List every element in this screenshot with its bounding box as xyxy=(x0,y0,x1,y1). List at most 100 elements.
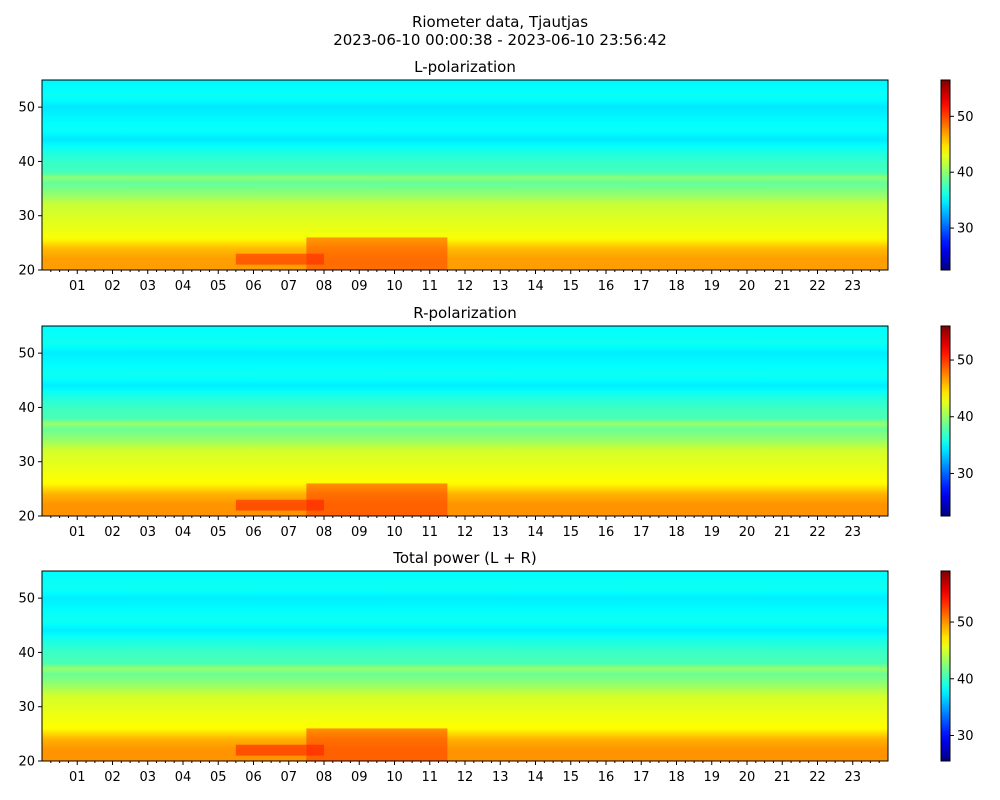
x-tick-label: 05 xyxy=(210,279,227,294)
x-tick-label: 09 xyxy=(351,279,368,294)
x-tick-label: 05 xyxy=(210,770,227,785)
x-tick-label: 12 xyxy=(457,525,474,540)
colorbar xyxy=(940,570,951,762)
figure-title: Riometer data, Tjautjas xyxy=(411,13,589,31)
x-tick-label: 17 xyxy=(633,525,650,540)
x-tick-label: 10 xyxy=(386,770,403,785)
x-tick-label: 19 xyxy=(703,770,720,785)
x-tick-label: 14 xyxy=(527,279,544,294)
x-tick-label: 18 xyxy=(668,770,685,785)
heatmap-enhancement xyxy=(235,499,324,511)
x-tick-label: 22 xyxy=(809,279,826,294)
colorbar-tick-label: 30 xyxy=(957,222,974,237)
colorbar-tick-label: 50 xyxy=(957,616,974,631)
x-tick-label: 01 xyxy=(69,279,86,294)
heatmap-image xyxy=(42,326,888,516)
x-tick-label: 04 xyxy=(175,770,192,785)
x-tick-label: 16 xyxy=(598,770,615,785)
x-tick-label: 02 xyxy=(104,279,121,294)
x-tick-label: 03 xyxy=(139,525,156,540)
colorbar-tick-label: 40 xyxy=(957,672,974,687)
x-tick-label: 18 xyxy=(668,525,685,540)
x-tick-label: 19 xyxy=(703,525,720,540)
x-tick-label: 01 xyxy=(69,525,86,540)
x-tick-label: 18 xyxy=(668,279,685,294)
colorbar-tick-label: 50 xyxy=(957,354,974,369)
x-tick-label: 15 xyxy=(562,525,579,540)
x-tick-label: 21 xyxy=(774,279,791,294)
x-tick-label: 11 xyxy=(421,770,438,785)
x-tick-label: 08 xyxy=(316,279,333,294)
x-tick-label: 08 xyxy=(316,525,333,540)
x-tick-label: 13 xyxy=(492,279,509,294)
x-tick-label: 06 xyxy=(245,770,262,785)
x-tick-label: 16 xyxy=(598,279,615,294)
panel-1: L-polarization 20 30 40 50 01 02 03 04 05 06 07 08 09… xyxy=(18,58,973,294)
colorbar-tick-label: 30 xyxy=(957,467,974,482)
figure-subtitle-time-range: 2023-06-10 00:00:38 - 2023-06-10 23:56:4… xyxy=(333,31,667,49)
x-tick-label: 03 xyxy=(139,770,156,785)
x-tick-label: 23 xyxy=(844,770,861,785)
x-tick-label: 13 xyxy=(492,770,509,785)
colorbar-tick-label: 50 xyxy=(957,110,974,125)
x-tick-label: 15 xyxy=(562,770,579,785)
x-tick-label: 11 xyxy=(421,525,438,540)
panel-3: Total power (L + R) 20 30 40 50 01 02 03 04 05 06 0… xyxy=(18,549,973,785)
y-tick-label: 50 xyxy=(18,347,35,362)
x-tick-label: 17 xyxy=(633,770,650,785)
x-tick-label: 17 xyxy=(633,279,650,294)
x-tick-label: 07 xyxy=(280,525,297,540)
heatmap-enhancement xyxy=(306,483,448,516)
heatmap-enhancement xyxy=(306,237,448,270)
y-tick-label: 20 xyxy=(18,264,35,279)
x-tick-label: 21 xyxy=(774,525,791,540)
heatmap-enhancement xyxy=(235,744,324,756)
colorbar-tick-label: 40 xyxy=(957,166,974,181)
x-tick-label: 07 xyxy=(280,770,297,785)
x-tick-label: 07 xyxy=(280,279,297,294)
x-tick-label: 02 xyxy=(104,525,121,540)
heatmap-image xyxy=(42,571,888,761)
x-tick-label: 06 xyxy=(245,525,262,540)
x-tick-label: 22 xyxy=(809,770,826,785)
y-tick-label: 20 xyxy=(18,755,35,770)
x-tick-label: 09 xyxy=(351,525,368,540)
x-tick-label: 01 xyxy=(69,770,86,785)
x-tick-label: 21 xyxy=(774,770,791,785)
y-tick-label: 30 xyxy=(18,455,35,470)
x-tick-label: 05 xyxy=(210,525,227,540)
x-tick-label: 15 xyxy=(562,279,579,294)
x-tick-label: 02 xyxy=(104,770,121,785)
x-tick-label: 03 xyxy=(139,279,156,294)
y-tick-label: 40 xyxy=(18,401,35,416)
colorbar xyxy=(940,325,951,517)
x-tick-label: 04 xyxy=(175,279,192,294)
x-tick-label: 08 xyxy=(316,770,333,785)
x-tick-label: 14 xyxy=(527,770,544,785)
y-tick-label: 30 xyxy=(18,700,35,715)
panel-title: Total power (L + R) xyxy=(392,549,537,567)
x-tick-label: 13 xyxy=(492,525,509,540)
x-tick-label: 23 xyxy=(844,525,861,540)
heatmap-enhancement xyxy=(235,253,324,265)
colorbar xyxy=(940,79,951,271)
y-tick-label: 40 xyxy=(18,155,35,170)
colorbar-tick-label: 40 xyxy=(957,410,974,425)
x-tick-label: 22 xyxy=(809,525,826,540)
x-tick-label: 06 xyxy=(245,279,262,294)
panel-2: R-polarization 20 30 40 50 01 02 03 04 05 06 07 08 09… xyxy=(18,304,973,540)
x-tick-label: 19 xyxy=(703,279,720,294)
x-tick-label: 23 xyxy=(844,279,861,294)
x-tick-label: 20 xyxy=(739,525,756,540)
heatmap-image xyxy=(42,80,888,270)
y-tick-label: 50 xyxy=(18,101,35,116)
x-tick-label: 20 xyxy=(739,279,756,294)
x-tick-label: 14 xyxy=(527,525,544,540)
y-tick-label: 20 xyxy=(18,510,35,525)
heatmap-enhancement xyxy=(306,728,448,761)
x-tick-label: 04 xyxy=(175,525,192,540)
y-tick-label: 50 xyxy=(18,592,35,607)
x-tick-label: 10 xyxy=(386,525,403,540)
x-tick-label: 09 xyxy=(351,770,368,785)
